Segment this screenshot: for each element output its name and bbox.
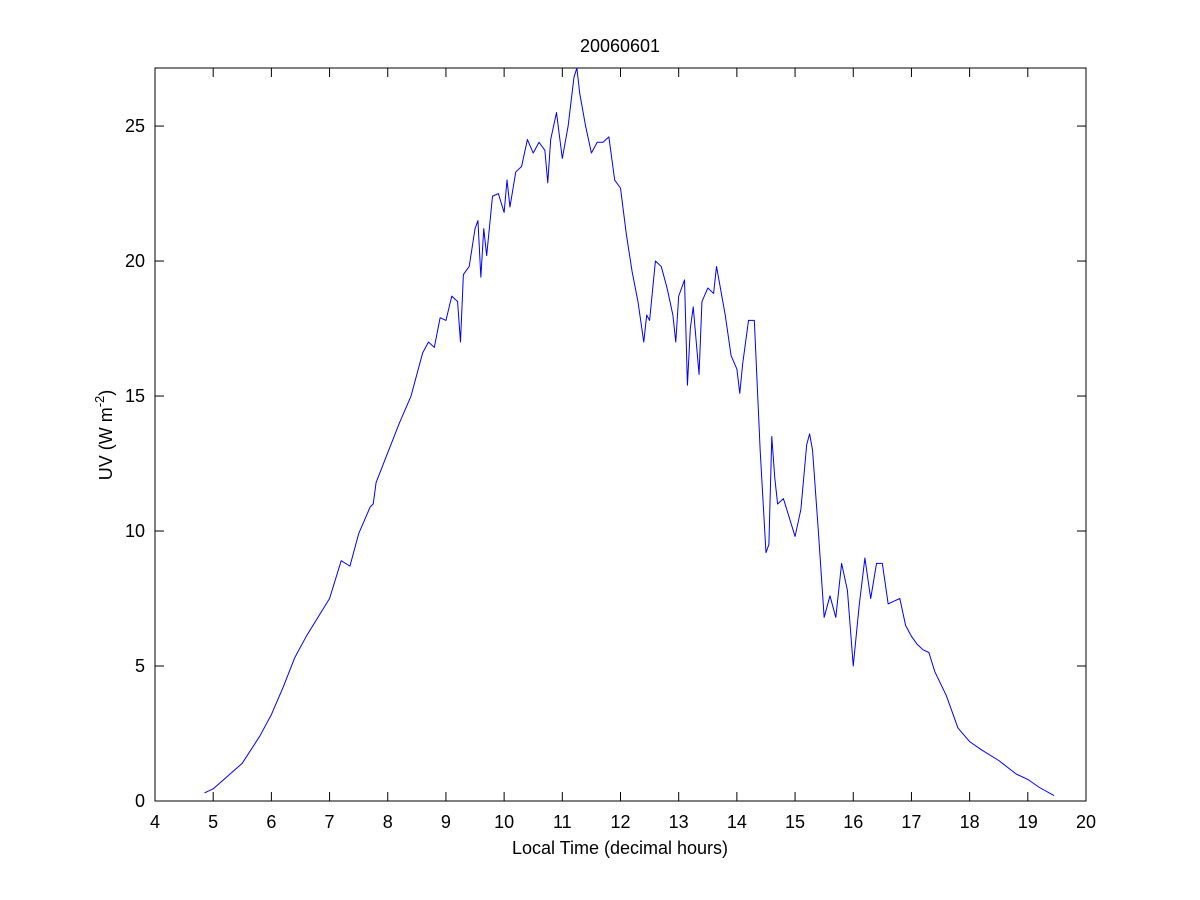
plot-frame bbox=[154, 67, 1087, 802]
x-tick-label: 15 bbox=[785, 812, 805, 832]
x-tick-label: 6 bbox=[266, 812, 276, 832]
y-tick-label: 25 bbox=[125, 116, 145, 136]
x-tick-label: 7 bbox=[325, 812, 335, 832]
x-tick-label: 16 bbox=[843, 812, 863, 832]
x-tick-label: 17 bbox=[901, 812, 921, 832]
y-axis-label-text: UV (W m bbox=[96, 407, 116, 480]
x-tick-label: 12 bbox=[610, 812, 630, 832]
x-axis-label: Local Time (decimal hours) bbox=[512, 838, 728, 858]
x-tick-label: 4 bbox=[150, 812, 160, 832]
y-axis-label-exponent: -2 bbox=[92, 396, 107, 408]
chart-title: 20060601 bbox=[580, 36, 660, 56]
x-tick-label: 18 bbox=[960, 812, 980, 832]
x-tick-label: 19 bbox=[1018, 812, 1038, 832]
x-tick-label: 10 bbox=[494, 812, 514, 832]
x-tick-label: 9 bbox=[441, 812, 451, 832]
y-axis-label-end: ) bbox=[96, 390, 116, 396]
y-tick-label: 20 bbox=[125, 251, 145, 271]
x-tick-label: 5 bbox=[208, 812, 218, 832]
y-tick-label: 10 bbox=[125, 521, 145, 541]
data-line bbox=[204, 67, 1055, 797]
y-axis-label: UV (W m-2) bbox=[92, 390, 116, 481]
y-tick-label: 15 bbox=[125, 386, 145, 406]
x-tick-label: 11 bbox=[553, 812, 572, 832]
x-tick-label: 14 bbox=[727, 812, 747, 832]
y-tick-label: 0 bbox=[135, 791, 145, 811]
x-tick-label: 20 bbox=[1076, 812, 1096, 832]
x-tick-label: 13 bbox=[669, 812, 689, 832]
x-tick-label: 8 bbox=[383, 812, 393, 832]
y-tick-label: 5 bbox=[135, 656, 145, 676]
